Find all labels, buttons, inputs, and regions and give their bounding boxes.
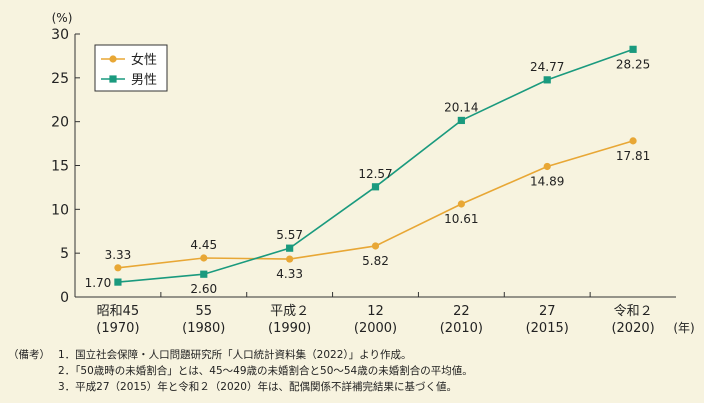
x-tick-label: (2015) — [526, 321, 569, 336]
x-tick-label: 12 — [367, 304, 384, 319]
y-unit-label: (%) — [52, 11, 73, 25]
data-label-male: 2.60 — [190, 282, 217, 296]
x-tick-label: (2000) — [354, 321, 397, 336]
note-1-text: 1．国立社会保障・人口問題研究所「人口統計資料集（2022）」より作成。 — [58, 349, 412, 361]
data-label-female: 10.61 — [444, 212, 478, 226]
data-label-male: 20.14 — [444, 100, 478, 114]
data-label-female: 5.82 — [362, 254, 389, 268]
notes-prefix: （備考） — [8, 349, 50, 361]
y-tick-label: 0 — [60, 290, 69, 306]
data-label-female: 17.81 — [616, 149, 650, 163]
x-tick-label: (1990) — [268, 321, 311, 336]
legend-box — [94, 44, 168, 92]
data-label-female: 4.45 — [190, 238, 217, 252]
x-tick-label: 27 — [539, 304, 556, 319]
data-point-male — [371, 183, 380, 191]
data-point-female — [457, 200, 465, 208]
x-tick-label: 22 — [453, 304, 470, 319]
y-tick-label: 25 — [51, 71, 69, 87]
data-point-male — [629, 45, 637, 53]
data-point-female — [286, 255, 294, 263]
data-point-male — [543, 76, 551, 84]
x-tick-label: 平成２ — [270, 304, 309, 319]
data-label-male: 28.25 — [616, 57, 650, 71]
data-label-male: 12.57 — [358, 167, 392, 181]
note-1: （備考） 1．国立社会保障・人口問題研究所「人口統計資料集（2022）」より作成。 — [8, 347, 698, 363]
y-tick-label: 5 — [60, 246, 69, 262]
data-point-female — [114, 264, 122, 272]
x-tick-label: (1970) — [96, 321, 139, 336]
legend-marker-female — [109, 55, 117, 63]
note-3-text: 3．平成27（2015）年と令和２（2020）年は、配偶関係不詳補完結果に基づく… — [58, 381, 457, 393]
x-tick-label: 55 — [196, 304, 213, 319]
data-point-male — [286, 244, 294, 252]
x-tick-label: 令和２ — [614, 304, 653, 319]
note-2-text: 2．「50歳時の未婚割合」とは、45～49歳の未婚割合と50～54歳の未婚割合の… — [58, 365, 473, 377]
x-unit-label: (年) — [673, 321, 694, 335]
data-point-female — [371, 242, 380, 250]
data-point-female — [629, 137, 637, 145]
data-label-female: 14.89 — [530, 174, 564, 188]
data-point-male — [457, 116, 465, 125]
line-chart: 0 5 10 15 20 25 30 (%) 昭和45 (1970) 55 (1980) 平成２ (199… — [51, 11, 695, 336]
x-tick-label: 昭和45 — [97, 304, 140, 319]
notes: （備考） 1．国立社会保障・人口問題研究所「人口統計資料集（2022）」より作成。… — [8, 347, 698, 395]
chart-svg: 0 5 10 15 20 25 30 (%) 昭和45 (1970) 55 (1980) 平成２ (199… — [51, 11, 695, 336]
legend-label-female: 女性 — [131, 52, 157, 68]
data-label-male: 24.77 — [530, 60, 564, 74]
x-tick-label: (1980) — [182, 321, 225, 336]
data-label-female: 4.33 — [276, 267, 303, 281]
y-tick-label: 20 — [51, 115, 69, 131]
data-label-male: 1.70 — [85, 276, 112, 290]
legend-label-male: 男性 — [131, 73, 157, 88]
y-tick-label: 15 — [51, 159, 69, 175]
data-point-female — [200, 254, 208, 262]
note-3: 3．平成27（2015）年と令和２（2020）年は、配偶関係不詳補完結果に基づく… — [8, 379, 698, 395]
data-point-male — [200, 270, 208, 278]
data-label-female: 3.33 — [105, 248, 132, 262]
legend-marker-male — [109, 75, 117, 83]
x-tick-label: (2010) — [440, 321, 483, 336]
data-point-male — [114, 278, 122, 286]
y-tick-label: 10 — [51, 202, 69, 218]
x-tick-label: (2020) — [611, 321, 654, 336]
y-tick-label: 30 — [51, 27, 69, 43]
data-point-female — [543, 162, 551, 171]
note-2: 2．「50歳時の未婚割合」とは、45～49歳の未婚割合と50～54歳の未婚割合の… — [8, 363, 698, 379]
data-label-male: 5.57 — [276, 228, 303, 242]
